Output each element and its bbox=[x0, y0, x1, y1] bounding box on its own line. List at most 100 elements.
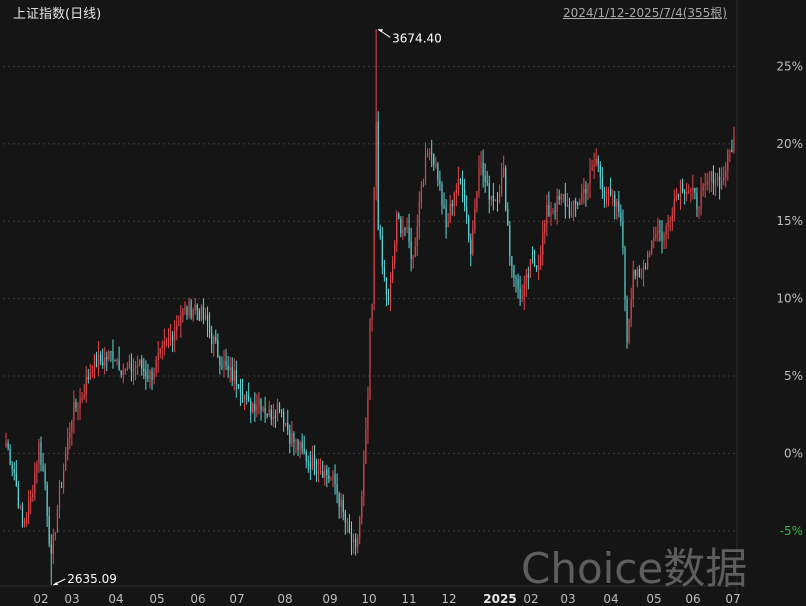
candle-body bbox=[651, 240, 653, 253]
candle-body bbox=[609, 188, 612, 195]
candle-body bbox=[243, 395, 246, 400]
candle-body bbox=[605, 195, 608, 197]
candle-body bbox=[153, 372, 155, 379]
candle-body bbox=[649, 252, 651, 254]
candle-body bbox=[607, 188, 610, 196]
low-annotation: 2635.09 bbox=[67, 572, 117, 586]
candle-body bbox=[141, 359, 143, 369]
candle-body bbox=[46, 484, 48, 517]
candle-body bbox=[73, 401, 75, 421]
candle-body bbox=[684, 191, 686, 195]
candle-body bbox=[694, 187, 696, 193]
candle-body bbox=[544, 223, 546, 233]
candle-body bbox=[139, 359, 141, 365]
candle-body bbox=[538, 265, 540, 270]
candle-body bbox=[667, 221, 669, 226]
candle-body bbox=[7, 442, 9, 449]
candle-body bbox=[196, 304, 198, 311]
candle-body bbox=[570, 209, 573, 217]
candle-body bbox=[601, 176, 603, 191]
candle-body bbox=[112, 351, 114, 360]
candle-body bbox=[334, 474, 336, 484]
candle-body bbox=[342, 500, 344, 513]
candle-body bbox=[688, 191, 690, 193]
x-tick-label: 2025 bbox=[483, 592, 516, 606]
candle-body bbox=[686, 191, 688, 195]
candle-body bbox=[336, 483, 338, 494]
candle-body bbox=[420, 185, 423, 202]
x-tick-label: 11 bbox=[401, 592, 416, 606]
candle-body bbox=[659, 230, 661, 232]
candle-body bbox=[178, 323, 180, 326]
candle-body bbox=[102, 361, 104, 366]
candle-body bbox=[675, 194, 677, 201]
candle-body bbox=[250, 400, 252, 413]
candle-body bbox=[291, 433, 293, 444]
candle-body bbox=[330, 478, 332, 480]
candle-body bbox=[23, 522, 26, 527]
candle-body bbox=[311, 455, 314, 470]
candle-body bbox=[132, 367, 135, 372]
candle-body bbox=[186, 307, 188, 316]
candle-body bbox=[435, 164, 437, 166]
candle-body bbox=[315, 471, 318, 474]
candle-body bbox=[583, 189, 585, 194]
candle-body bbox=[260, 399, 262, 411]
candle-body bbox=[50, 544, 52, 554]
candle-body bbox=[252, 404, 254, 413]
candle-body bbox=[350, 532, 353, 543]
candle-body bbox=[124, 369, 126, 372]
candle-body bbox=[219, 357, 221, 366]
candle-body bbox=[75, 401, 77, 408]
candle-body bbox=[725, 170, 727, 178]
candle-body bbox=[552, 211, 554, 213]
candle-body bbox=[468, 217, 470, 240]
candle-body bbox=[338, 493, 340, 507]
candle-body bbox=[642, 266, 645, 274]
candle-body bbox=[352, 539, 355, 543]
candle-body bbox=[93, 355, 96, 372]
candle-body bbox=[161, 344, 163, 348]
candle-body bbox=[9, 448, 11, 465]
candle-body bbox=[566, 204, 569, 207]
candle-body bbox=[13, 469, 15, 474]
date-range[interactable]: 2024/1/12-2025/7/4(355根) bbox=[562, 6, 727, 20]
candle-body bbox=[581, 193, 583, 202]
candle-body bbox=[165, 340, 168, 343]
candle-body bbox=[661, 231, 663, 241]
candle-body bbox=[437, 164, 439, 180]
candle-body bbox=[289, 430, 291, 444]
candle-body bbox=[679, 180, 682, 198]
candle-body bbox=[211, 332, 213, 345]
candle-body bbox=[231, 367, 233, 381]
candle-body bbox=[97, 354, 100, 368]
candle-body bbox=[712, 170, 715, 184]
candle-body bbox=[577, 203, 579, 205]
candle-body bbox=[32, 494, 34, 497]
candle-body bbox=[116, 360, 118, 362]
candle-body bbox=[414, 246, 416, 257]
candle-body bbox=[317, 472, 320, 474]
candle-body bbox=[612, 194, 614, 196]
candle-body bbox=[118, 360, 120, 371]
candle-body bbox=[355, 539, 357, 547]
candle-body bbox=[595, 158, 597, 165]
candle-body bbox=[120, 370, 122, 375]
candle-body bbox=[313, 455, 316, 472]
candle-body bbox=[718, 176, 721, 189]
candle-body bbox=[511, 256, 513, 266]
candle-body bbox=[554, 211, 556, 213]
candle-body bbox=[533, 260, 536, 266]
candle-body bbox=[293, 433, 295, 442]
candle-body bbox=[346, 521, 348, 524]
candle-body bbox=[348, 521, 351, 533]
candle-body bbox=[593, 164, 595, 167]
candle-body bbox=[122, 371, 124, 375]
candle-body bbox=[681, 180, 684, 192]
candle-body bbox=[309, 461, 311, 470]
candle-body bbox=[398, 214, 400, 220]
candle-body bbox=[542, 232, 544, 256]
candle-body bbox=[52, 534, 54, 554]
y-tick-label: 15% bbox=[776, 214, 803, 228]
candle-body bbox=[151, 371, 153, 379]
